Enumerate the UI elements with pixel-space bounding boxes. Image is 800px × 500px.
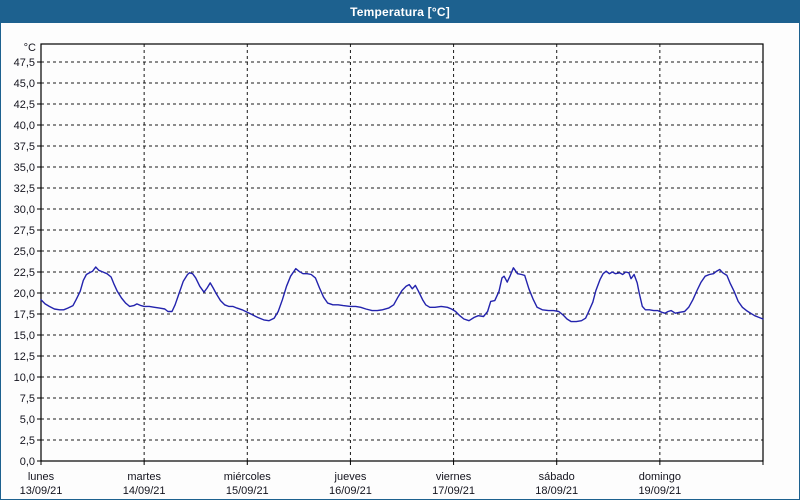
y-tick-label: 22,5 xyxy=(14,267,35,279)
y-tick-label: 42,5 xyxy=(14,99,35,111)
x-date-label: 14/09/21 xyxy=(123,485,166,497)
y-tick-label: 10,0 xyxy=(14,372,35,384)
y-tick-label: 35,0 xyxy=(14,162,35,174)
y-tick-label: 2,5 xyxy=(20,435,35,447)
x-day-name-label: lunes xyxy=(28,471,55,483)
y-tick-label: 20,0 xyxy=(14,288,35,300)
y-tick-label: 5,0 xyxy=(20,414,35,426)
chart-title: Temperatura [°C] xyxy=(350,5,450,19)
x-day-name-label: miércoles xyxy=(224,471,272,483)
y-tick-label: 47,5 xyxy=(14,57,35,69)
y-tick-label: 25,0 xyxy=(14,246,35,258)
x-day-name-label: martes xyxy=(127,471,161,483)
x-day-name-label: domingo xyxy=(639,471,681,483)
y-tick-label: 7,5 xyxy=(20,393,35,405)
chart-area: 47,5 45,0 42,5 40,0 37,5 35,0 32,5 30,0 27,5 25,0… xyxy=(1,23,799,499)
y-axis-unit-label: °C xyxy=(24,42,36,54)
chart-title-bar: Temperatura [°C] xyxy=(1,1,799,23)
y-tick-label: 27,5 xyxy=(14,225,35,237)
y-tick-label: 30,0 xyxy=(14,204,35,216)
y-tick-label: 40,0 xyxy=(14,120,35,132)
x-day-name-label: sábado xyxy=(539,471,575,483)
x-date-label: 19/09/21 xyxy=(638,485,681,497)
y-tick-label: 0,0 xyxy=(20,456,35,468)
x-date-label: 18/09/21 xyxy=(535,485,578,497)
x-date-label: 17/09/21 xyxy=(432,485,475,497)
y-tick-label: 17,5 xyxy=(14,309,35,321)
temperature-series-line xyxy=(40,266,764,323)
y-tick-label: 15,0 xyxy=(14,330,35,342)
y-tick-label: 32,5 xyxy=(14,183,35,195)
y-tick-label: 37,5 xyxy=(14,141,35,153)
y-tick-label: 45,0 xyxy=(14,78,35,90)
x-date-label: 16/09/21 xyxy=(329,485,372,497)
x-date-label: 15/09/21 xyxy=(226,485,269,497)
x-day-name-label: jueves xyxy=(334,471,367,483)
x-day-name-label: viernes xyxy=(436,471,472,483)
plot-border xyxy=(40,43,764,462)
y-tick-label: 12,5 xyxy=(14,351,35,363)
temperature-line-chart: 47,5 45,0 42,5 40,0 37,5 35,0 32,5 30,0 27,5 25,0… xyxy=(14,42,764,497)
x-date-label: 13/09/21 xyxy=(20,485,63,497)
